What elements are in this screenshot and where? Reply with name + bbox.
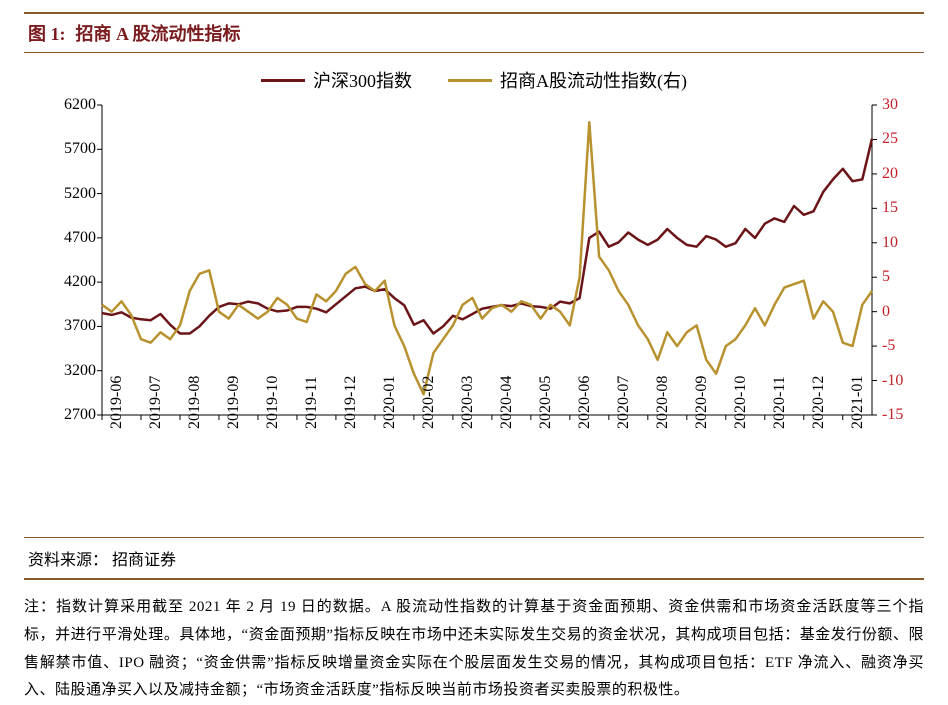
footnote-text: 注：指数计算采用截至 2021 年 2 月 19 日的数据。A 股流动性指数的计… <box>24 594 924 705</box>
y-right-tick-label: 15 <box>882 199 922 217</box>
source-row: 资料来源： 招商证券 <box>24 537 924 580</box>
legend-item-1: 沪深300指数 <box>261 67 412 93</box>
x-tick-label: 2021-01 <box>849 376 867 429</box>
y-right-tick-label: 25 <box>882 130 922 148</box>
y-right-tick-label: 20 <box>882 165 922 183</box>
y-left-tick-label: 3200 <box>44 362 96 380</box>
x-tick-label: 2019-09 <box>225 376 243 429</box>
y-left-tick-label: 4700 <box>44 229 96 247</box>
x-tick-label: 2019-11 <box>303 376 321 429</box>
y-left-tick-label: 5700 <box>44 140 96 158</box>
legend-label-2: 招商A股流动性指数(右) <box>500 67 687 93</box>
x-tick-label: 2020-10 <box>732 376 750 429</box>
source-text: 招商证券 <box>112 552 176 569</box>
x-tick-label: 2019-07 <box>147 376 165 429</box>
y-left-tick-label: 5200 <box>44 185 96 203</box>
x-tick-label: 2020-07 <box>615 376 633 429</box>
x-tick-label: 2020-01 <box>381 376 399 429</box>
x-tick-label: 2020-12 <box>810 376 828 429</box>
plot-area <box>102 105 872 415</box>
y-right-tick-label: 0 <box>882 303 922 321</box>
x-tick-label: 2020-09 <box>693 376 711 429</box>
x-tick-label: 2020-08 <box>654 376 672 429</box>
x-tick-label: 2019-08 <box>186 376 204 429</box>
y-left-tick-label: 2700 <box>44 406 96 424</box>
y-left-tick-label: 4200 <box>44 273 96 291</box>
chart-legend: 沪深300指数 招商A股流动性指数(右) <box>24 57 924 97</box>
legend-swatch-1 <box>261 79 305 82</box>
x-tick-label: 2020-03 <box>459 376 477 429</box>
y-left-tick-label: 3700 <box>44 317 96 335</box>
legend-label-1: 沪深300指数 <box>313 67 412 93</box>
chart-svg <box>102 105 872 415</box>
x-tick-label: 2020-11 <box>771 376 789 429</box>
figure-label: 图 1: <box>28 24 66 44</box>
x-tick-label: 2020-06 <box>576 376 594 429</box>
y-right-tick-label: 10 <box>882 234 922 252</box>
figure-title-row: 图 1: 招商 A 股流动性指标 <box>24 12 924 53</box>
x-tick-label: 2019-06 <box>108 376 126 429</box>
y-right-tick-label: -15 <box>882 406 922 424</box>
source-label: 资料来源： <box>28 552 108 569</box>
y-left-tick-label: 6200 <box>44 96 96 114</box>
legend-item-2: 招商A股流动性指数(右) <box>448 67 687 93</box>
x-tick-label: 2020-02 <box>420 376 438 429</box>
x-tick-label: 2019-12 <box>342 376 360 429</box>
y-right-tick-label: -10 <box>882 372 922 390</box>
x-tick-label: 2020-05 <box>537 376 555 429</box>
x-tick-label: 2020-04 <box>498 376 516 429</box>
x-tick-label: 2019-10 <box>264 376 282 429</box>
y-right-tick-label: 30 <box>882 96 922 114</box>
chart-container: 沪深300指数 招商A股流动性指数(右) 2700 3200 3700 4200 470… <box>24 57 924 537</box>
figure-title: 招商 A 股流动性指标 <box>76 24 241 44</box>
y-right-tick-label: 5 <box>882 268 922 286</box>
y-right-tick-label: -5 <box>882 337 922 355</box>
legend-swatch-2 <box>448 79 492 82</box>
